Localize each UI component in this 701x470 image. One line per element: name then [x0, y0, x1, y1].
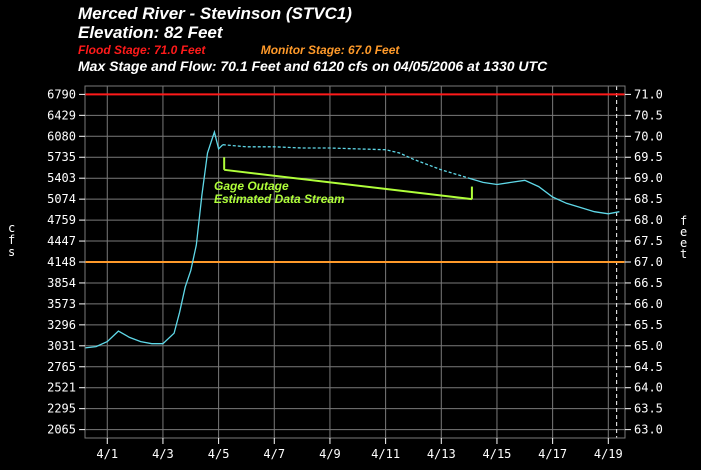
y-left-tick-label: 3573 — [47, 297, 76, 311]
annotation-layer: Gage Outage Estimated Data Stream — [214, 157, 473, 206]
y-left-tick-label: 6790 — [47, 87, 76, 101]
y-left-tick-label: 3031 — [47, 339, 76, 353]
annotation-line2: Estimated Data Stream — [214, 192, 345, 206]
y-right-tick-label: 69.5 — [634, 150, 663, 164]
y-left-tick-label: 5074 — [47, 192, 76, 206]
estimated-flow-line — [222, 144, 470, 179]
annotation-line1: Gage Outage — [214, 179, 289, 193]
x-tick-label: 4/3 — [152, 447, 174, 461]
y-right-tick-label: 66.0 — [634, 297, 663, 311]
observed-flow-line — [84, 129, 224, 349]
x-tick-label: 4/9 — [319, 447, 341, 461]
y-right-tick-label: 69.0 — [634, 171, 663, 185]
x-tick-label: 4/11 — [371, 447, 400, 461]
y-right-tick-label: 65.5 — [634, 318, 663, 332]
y-right-tick-label: 63.5 — [634, 402, 663, 416]
y-right-tick-label: 71.0 — [634, 87, 663, 101]
y-left-tick-label: 2765 — [47, 360, 76, 374]
y-right-tick-label: 67.5 — [634, 234, 663, 248]
x-tick-label: 4/5 — [208, 447, 230, 461]
x-tick-label: 4/15 — [483, 447, 512, 461]
x-tick-label: 4/1 — [96, 447, 118, 461]
y-right-tick-label: 64.0 — [634, 381, 663, 395]
max-stage-label: Max Stage and Flow: 70.1 Feet and 6120 c… — [78, 58, 548, 74]
y-left-tick-label: 2521 — [47, 381, 76, 395]
series-layer — [84, 129, 620, 349]
y-right-tick-label: 70.5 — [634, 108, 663, 122]
y-left-tick-label: 6429 — [47, 108, 76, 122]
y-left-tick-label: 4447 — [47, 234, 76, 248]
y-right-tick-label: 68.0 — [634, 213, 663, 227]
y-right-tick-label: 64.5 — [634, 360, 663, 374]
x-tick-label: 4/7 — [263, 447, 285, 461]
y-right-tick-label: 67.0 — [634, 255, 663, 269]
monitor-stage-label: Monitor Stage: 67.0 Feet — [260, 43, 400, 57]
y-left-tick-label: 6080 — [47, 129, 76, 143]
chart-title: Merced River - Stevinson (STVC1) — [78, 4, 352, 23]
elevation-label: Elevation: 82 Feet — [78, 23, 223, 42]
gage-outage-bracket — [224, 168, 473, 201]
y-left-tick-label: 3296 — [47, 318, 76, 332]
y-right-tick-label: 63.0 — [634, 423, 663, 437]
y-right-tick-label: 68.5 — [634, 192, 663, 206]
chart-header: Merced River - Stevinson (STVC1) Elevati… — [78, 4, 547, 75]
y-right-tick-label: 66.5 — [634, 276, 663, 290]
y-right-tick-label: 65.0 — [634, 339, 663, 353]
y-right-tick-label: 70.0 — [634, 129, 663, 143]
threshold-lines — [85, 93, 625, 263]
axes-layer: 6790 71.0 6429 70.5 6080 70.0 5735 69.5 5403 69.0… — [47, 85, 663, 461]
y-left-tick-label: 4148 — [47, 255, 76, 269]
y-left-tick-label: 5403 — [47, 171, 76, 185]
x-tick-label: 4/17 — [538, 447, 567, 461]
stage-labels: Flood Stage: 71.0 Feet Monitor Stage: 67… — [78, 43, 547, 58]
flood-stage-label: Flood Stage: 71.0 Feet — [78, 43, 206, 57]
grid-layer — [85, 86, 625, 438]
x-tick-label: 4/19 — [594, 447, 623, 461]
observed-flow-line — [468, 177, 620, 215]
y-left-tick-label: 2065 — [47, 423, 76, 437]
y-left-tick-label: 4759 — [47, 213, 76, 227]
y-left-tick-label: 5735 — [47, 150, 76, 164]
x-tick-label: 4/13 — [427, 447, 456, 461]
y-left-tick-label: 2295 — [47, 402, 76, 416]
y-left-tick-label: 3854 — [47, 276, 76, 290]
